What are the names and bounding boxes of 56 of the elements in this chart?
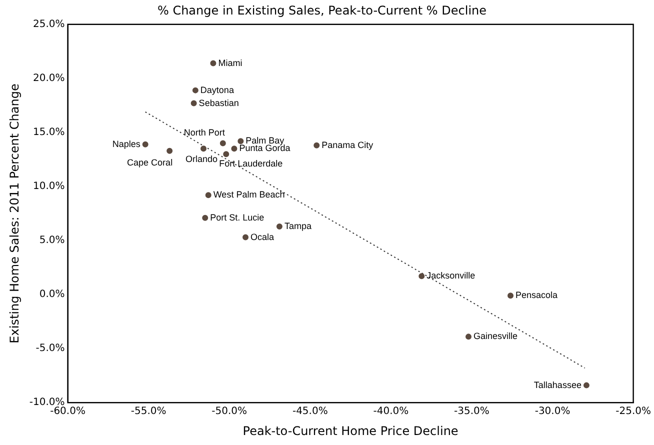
point [223,151,230,158]
point [314,142,320,148]
point [200,146,207,152]
annotation: Orlando [185,154,218,164]
point [142,141,148,148]
annotation: Pensacola [516,290,558,300]
point [166,148,173,154]
x-tick-label: -40.0% [373,406,409,418]
annotation: Palm Bay [246,136,285,146]
x-tick-label: -25.0% [616,406,652,418]
y-tick-label: -5.0% [36,343,65,354]
y-tick-label: 0.0% [39,289,65,300]
point [466,334,472,340]
annotation: Miami [218,58,242,68]
x-tick-label: -50.0% [212,406,248,418]
annotation: Ocala [250,232,274,242]
y-tick-label: 15.0% [32,127,65,138]
y-tick-label: 20.0% [32,73,65,84]
y-axis-title: Existing Home Sales: 2011 Percent Change [7,84,22,344]
point [242,234,249,240]
point [418,273,425,280]
annotation: Tallahassee [534,380,582,390]
annotation: Punta Gorda [239,143,290,154]
point [231,146,238,152]
x-tick-label: -45.0% [292,406,328,418]
x-tick-label: -30.0% [534,406,570,418]
y-tick-label: 10.0% [32,181,65,192]
point [238,138,244,144]
annotation: Fort Lauderdale [219,158,283,169]
point [190,100,197,106]
y-tick-label: 25.0% [32,18,65,30]
chart-title: % Change in Existing Sales, Peak-to-Current % Decline [157,3,487,18]
point [276,223,282,230]
x-tick-label: -60.0% [50,406,86,418]
x-tick-label: -35.0% [454,406,490,418]
annotation: Port St. Lucie [210,212,264,222]
point [220,140,226,146]
point [508,292,514,299]
annotation: North Port [184,128,226,138]
y-tick-label: 5.0% [39,235,65,246]
annotation: Sebastian [198,98,239,108]
point [192,87,198,94]
point [583,382,590,388]
annotation: West Palm Beach [213,190,285,200]
annotation: Jacksonville [426,270,476,281]
annotation: Daytona [200,84,234,95]
point [205,192,212,198]
x-tick-label: -55.0% [130,406,166,418]
annotation: Panama City [322,140,374,150]
annotation: Naples [112,138,141,149]
annotation: Tampa [284,220,312,231]
point [202,214,208,221]
x-axis-title: Peak-to-Current Home Price Decline [242,424,458,438]
annotation: Cape Coral [127,157,173,168]
point [210,60,216,66]
annotation: Gainesville [474,331,518,342]
